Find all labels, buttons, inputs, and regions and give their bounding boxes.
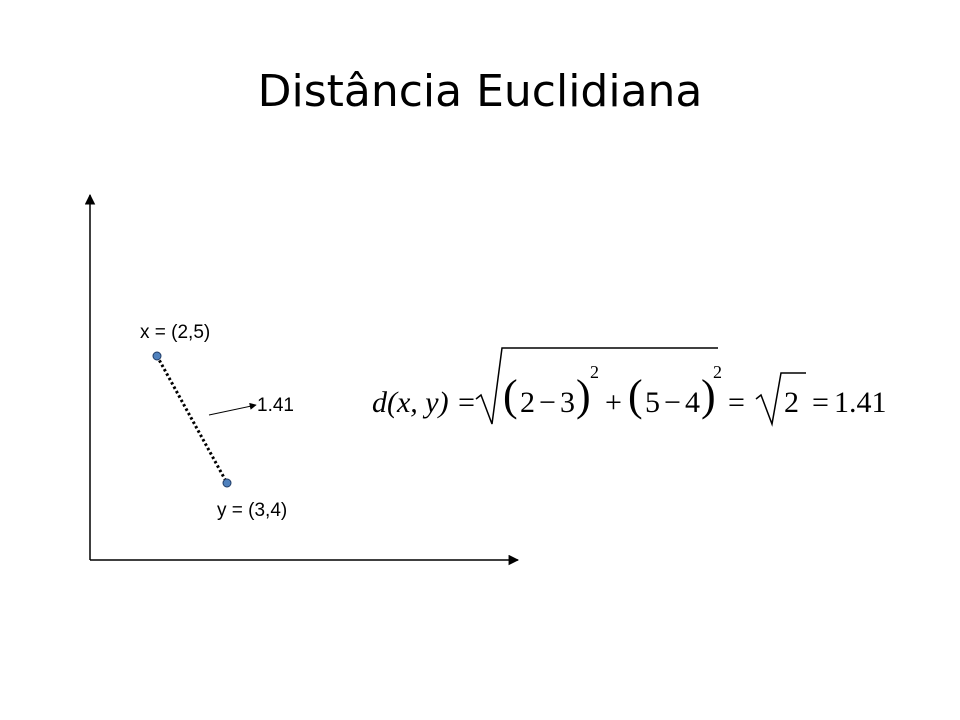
formula-term2-b: 4 bbox=[685, 386, 700, 419]
formula-term2-exponent: 2 bbox=[713, 362, 722, 382]
slide-title: Distância Euclidiana bbox=[257, 66, 703, 117]
distance-pointer-arrow bbox=[208, 402, 257, 416]
distance-line bbox=[155, 355, 229, 484]
radical-sign-2 bbox=[755, 372, 806, 427]
formula-lhs: d(x, y) = bbox=[372, 386, 477, 419]
formula-plus: + bbox=[605, 386, 622, 419]
formula-term1-b: 3 bbox=[560, 386, 575, 419]
formula-term1-minus: − bbox=[539, 386, 556, 419]
formula-result: 1.41 bbox=[834, 386, 887, 419]
point-y bbox=[222, 478, 232, 488]
formula-term1-exponent: 2 bbox=[590, 362, 599, 382]
formula-term2-open-paren: ( bbox=[628, 371, 643, 420]
radical-sign-1 bbox=[475, 347, 718, 425]
point-x bbox=[152, 351, 162, 361]
formula-term1-close-paren: ) bbox=[576, 371, 591, 420]
point-x-label: x = (2,5) bbox=[140, 322, 211, 343]
distance-label: 1.41 bbox=[257, 395, 294, 416]
formula-equals-3: = bbox=[812, 386, 829, 419]
formula-radicand: 2 bbox=[784, 386, 799, 419]
formula-term2-a: 5 bbox=[645, 386, 660, 419]
formula-term1-open-paren: ( bbox=[503, 371, 518, 420]
point-y-label: y = (3,4) bbox=[217, 500, 288, 521]
formula-term2-minus: − bbox=[664, 386, 681, 419]
formula-term2-close-paren: ) bbox=[701, 371, 716, 420]
formula-equals-2: = bbox=[728, 386, 745, 419]
formula-term1-a: 2 bbox=[520, 386, 535, 419]
